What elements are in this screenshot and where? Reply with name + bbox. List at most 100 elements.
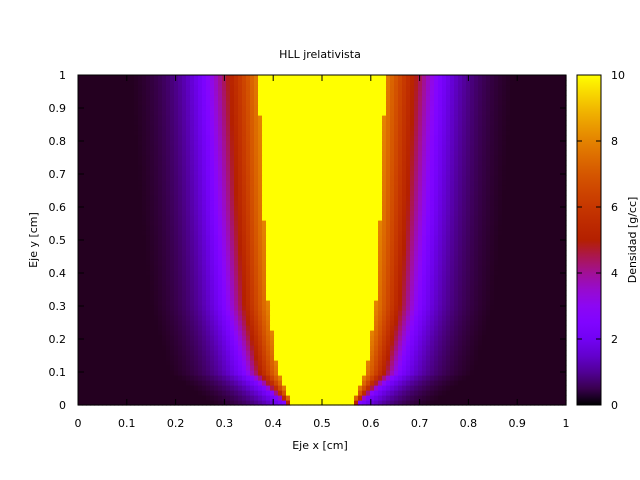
heatmap-cell (490, 245, 495, 251)
heatmap-cell (558, 275, 563, 281)
heatmap-cell (258, 335, 263, 341)
heatmap-cell (194, 275, 199, 281)
heatmap-cell (462, 275, 467, 281)
heatmap-cell (266, 350, 271, 356)
heatmap-cell (454, 200, 459, 206)
heatmap-cell (114, 210, 119, 216)
heatmap-cell (206, 270, 211, 276)
heatmap-cell (122, 330, 127, 336)
heatmap-cell (366, 250, 371, 256)
heatmap-cell (178, 255, 183, 261)
heatmap-cell (546, 340, 551, 346)
heatmap-cell (550, 230, 555, 236)
heatmap-cell (486, 360, 491, 366)
heatmap-cell (174, 270, 179, 276)
heatmap-cell (338, 305, 343, 311)
heatmap-cell (486, 375, 491, 381)
heatmap-cell (314, 265, 319, 271)
heatmap-cell (378, 255, 383, 261)
heatmap-cell (310, 235, 315, 241)
heatmap-cell (214, 205, 219, 211)
heatmap-cell (514, 400, 519, 406)
heatmap-cell (302, 345, 307, 351)
heatmap-cell (90, 270, 95, 276)
heatmap-cell (226, 290, 231, 296)
heatmap-cell (190, 280, 195, 286)
heatmap-cell (446, 325, 451, 331)
heatmap-cell (238, 235, 243, 241)
heatmap-cell (98, 240, 103, 246)
heatmap-cell (470, 295, 475, 301)
heatmap-cell (302, 395, 307, 401)
heatmap-cell (78, 255, 83, 261)
heatmap-cell (342, 350, 347, 356)
heatmap-cell (246, 200, 251, 206)
heatmap-cell (562, 265, 567, 271)
heatmap-cell (306, 225, 311, 231)
heatmap-cell (142, 245, 147, 251)
heatmap-cell (526, 215, 531, 221)
heatmap-cell (158, 230, 163, 236)
heatmap-cell (446, 310, 451, 316)
heatmap-cell (90, 310, 95, 316)
heatmap-cell (370, 340, 375, 346)
heatmap-cell (522, 340, 527, 346)
heatmap-cell (238, 225, 243, 231)
heatmap-cell (154, 315, 159, 321)
heatmap-cell (438, 285, 443, 291)
heatmap-cell (490, 380, 495, 386)
heatmap-cell (378, 315, 383, 321)
heatmap-cell (358, 230, 363, 236)
heatmap-cell (142, 305, 147, 311)
heatmap-cell (554, 305, 559, 311)
heatmap-cell (418, 400, 423, 406)
heatmap-cell (194, 230, 199, 236)
heatmap-cell (398, 345, 403, 351)
heatmap-cell (518, 310, 523, 316)
heatmap-cell (562, 320, 567, 326)
heatmap-cell (422, 215, 427, 221)
heatmap-cell (262, 320, 267, 326)
heatmap-cell (194, 200, 199, 206)
heatmap-cell (458, 210, 463, 216)
heatmap-cell (182, 215, 187, 221)
heatmap-cell (242, 360, 247, 366)
heatmap-cell (346, 310, 351, 316)
heatmap-cell (78, 275, 83, 281)
heatmap-cell (494, 370, 499, 376)
heatmap-cell (114, 250, 119, 256)
heatmap-cell (558, 390, 563, 396)
heatmap-cell (382, 265, 387, 271)
heatmap-cell (534, 225, 539, 231)
heatmap-cell (398, 350, 403, 356)
heatmap-cell (506, 210, 511, 216)
heatmap-cell (182, 230, 187, 236)
heatmap-cell (306, 340, 311, 346)
heatmap-cell (150, 245, 155, 251)
heatmap-cell (294, 335, 299, 341)
heatmap-cell (454, 265, 459, 271)
heatmap-cell (490, 265, 495, 271)
heatmap-cell (486, 330, 491, 336)
heatmap-cell (390, 370, 395, 376)
heatmap-cell (118, 285, 123, 291)
heatmap-cell (338, 355, 343, 361)
heatmap-cell (502, 315, 507, 321)
heatmap-cell (154, 400, 159, 406)
heatmap-cell (114, 205, 119, 211)
heatmap-cell (406, 330, 411, 336)
heatmap-cell (398, 245, 403, 251)
heatmap-cell (322, 350, 327, 356)
heatmap-cell (226, 345, 231, 351)
heatmap-cell (218, 325, 223, 331)
heatmap-cell (78, 235, 83, 241)
heatmap-cell (318, 350, 323, 356)
heatmap-cell (430, 380, 435, 386)
heatmap-cell (274, 205, 279, 211)
heatmap-cell (242, 340, 247, 346)
heatmap-cell (210, 365, 215, 371)
heatmap-cell (178, 390, 183, 396)
heatmap-cell (502, 250, 507, 256)
heatmap-cell (518, 315, 523, 321)
heatmap-cell (438, 380, 443, 386)
